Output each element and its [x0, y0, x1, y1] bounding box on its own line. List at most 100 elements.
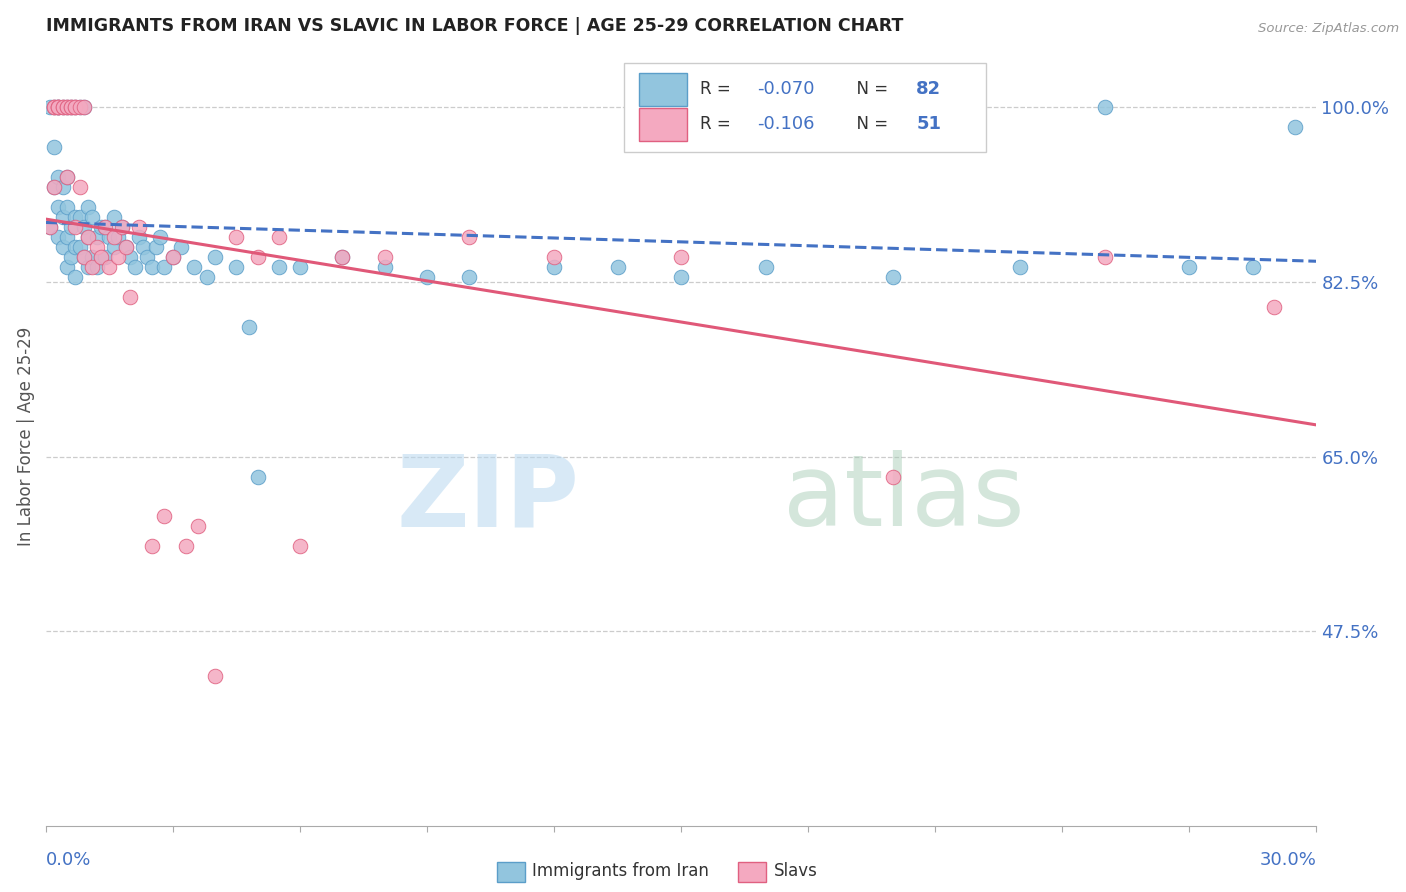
- Point: [65, 269, 87, 284]
- Point: [141, 260, 163, 274]
- Point: [103, 230, 125, 244]
- Point: [669, 269, 692, 284]
- Point: [141, 540, 163, 554]
- Point: [669, 250, 692, 264]
- Point: [77, 260, 100, 274]
- Text: Source: ZipAtlas.com: Source: ZipAtlas.com: [1258, 22, 1399, 36]
- Point: [90, 250, 112, 264]
- Point: [60, 219, 83, 234]
- Text: IMMIGRANTS FROM IRAN VS SLAVIC IN LABOR FORCE | AGE 25-29 CORRELATION CHART: IMMIGRANTS FROM IRAN VS SLAVIC IN LABOR …: [46, 17, 903, 35]
- Point: [267, 260, 290, 274]
- Point: [52, 210, 75, 224]
- Point: [48, 100, 70, 114]
- Point: [195, 269, 218, 284]
- Point: [52, 180, 75, 194]
- Point: [65, 240, 87, 254]
- Text: -0.070: -0.070: [758, 80, 815, 98]
- Point: [543, 250, 565, 264]
- Point: [543, 260, 565, 274]
- Point: [1094, 250, 1116, 264]
- Point: [56, 100, 79, 114]
- Point: [82, 250, 104, 264]
- Point: [246, 469, 269, 483]
- Point: [56, 260, 79, 274]
- Point: [82, 210, 104, 224]
- Point: [1008, 260, 1031, 274]
- Point: [288, 540, 311, 554]
- Text: 82: 82: [917, 80, 942, 98]
- Point: [73, 100, 96, 114]
- Point: [246, 250, 269, 264]
- Text: N =: N =: [846, 80, 894, 98]
- Text: ZIP: ZIP: [396, 450, 579, 548]
- Point: [1178, 260, 1201, 274]
- Point: [52, 240, 75, 254]
- Point: [330, 250, 353, 264]
- Point: [136, 250, 159, 264]
- Point: [65, 100, 87, 114]
- Point: [882, 469, 904, 483]
- Point: [606, 260, 628, 274]
- Point: [107, 250, 129, 264]
- Point: [90, 250, 112, 264]
- Point: [162, 250, 184, 264]
- Text: Immigrants from Iran: Immigrants from Iran: [533, 862, 710, 880]
- Point: [48, 100, 70, 114]
- Point: [69, 180, 91, 194]
- Point: [44, 180, 66, 194]
- Point: [73, 100, 96, 114]
- Point: [69, 100, 91, 114]
- Point: [416, 269, 439, 284]
- Point: [56, 170, 79, 185]
- Point: [44, 100, 66, 114]
- Point: [48, 200, 70, 214]
- Text: N =: N =: [846, 115, 894, 134]
- Point: [65, 219, 87, 234]
- Point: [183, 260, 205, 274]
- Point: [48, 230, 70, 244]
- Point: [107, 230, 129, 244]
- Point: [73, 250, 96, 264]
- Text: 30.0%: 30.0%: [1260, 851, 1316, 869]
- Point: [56, 100, 79, 114]
- Point: [162, 250, 184, 264]
- Point: [120, 290, 142, 304]
- Point: [39, 100, 62, 114]
- Text: R =: R =: [700, 80, 737, 98]
- Point: [124, 260, 146, 274]
- Point: [374, 260, 396, 274]
- Point: [374, 250, 396, 264]
- Point: [48, 100, 70, 114]
- Point: [187, 519, 209, 533]
- Point: [755, 260, 778, 274]
- Point: [288, 260, 311, 274]
- Point: [69, 240, 91, 254]
- Point: [103, 210, 125, 224]
- Text: 51: 51: [917, 115, 941, 134]
- Point: [60, 100, 83, 114]
- Point: [65, 210, 87, 224]
- Point: [1094, 100, 1116, 114]
- Point: [115, 240, 138, 254]
- Point: [77, 230, 100, 244]
- Point: [44, 100, 66, 114]
- Point: [56, 200, 79, 214]
- FancyBboxPatch shape: [738, 863, 766, 882]
- Point: [60, 250, 83, 264]
- Text: R =: R =: [700, 115, 737, 134]
- Point: [73, 219, 96, 234]
- Point: [65, 100, 87, 114]
- Point: [111, 219, 134, 234]
- Point: [145, 240, 167, 254]
- Point: [882, 269, 904, 284]
- Point: [98, 260, 121, 274]
- Point: [238, 319, 260, 334]
- FancyBboxPatch shape: [624, 63, 986, 153]
- Point: [267, 230, 290, 244]
- Point: [39, 219, 62, 234]
- FancyBboxPatch shape: [640, 108, 688, 141]
- Point: [60, 100, 83, 114]
- Point: [1263, 300, 1285, 314]
- Point: [132, 240, 155, 254]
- FancyBboxPatch shape: [640, 73, 688, 106]
